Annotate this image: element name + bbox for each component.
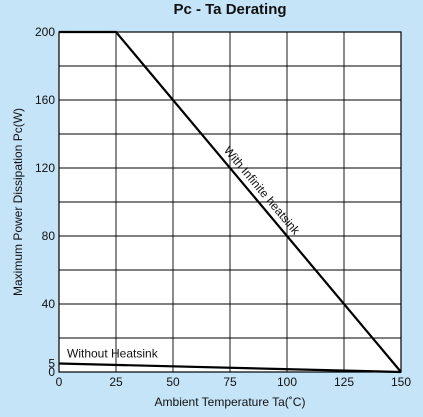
x-tick-label: 50 <box>166 375 180 389</box>
series <box>58 30 402 374</box>
x-axis-label: Ambient Temperature Ta(˚C) <box>155 395 306 409</box>
y-tick-label: 80 <box>42 229 56 243</box>
y-axis-label: Maximum Power Dissipation Pc(W) <box>11 108 25 296</box>
series-label-without-heatsink: Without Heatsink <box>67 347 159 361</box>
x-tick-label: 100 <box>277 375 297 389</box>
y-tick-label: 0 <box>48 365 55 379</box>
x-tick-label: 0 <box>56 375 63 389</box>
y-tick-labels: 05 40 80 120 160 200 <box>35 25 55 379</box>
x-tick-label: 125 <box>334 375 354 389</box>
series-line-0 <box>59 30 402 373</box>
y-tick-label: 200 <box>35 25 55 39</box>
series-line-1 <box>58 362 402 374</box>
y-tick-label: 160 <box>35 93 55 107</box>
chart-title: Pc - Ta Derating <box>173 1 286 18</box>
y-tick-label: 120 <box>35 161 55 175</box>
x-tick-label: 75 <box>223 375 237 389</box>
x-tick-label: 25 <box>109 375 123 389</box>
x-tick-labels: 0 25 50 75 100 125 150 <box>56 375 412 389</box>
x-tick-label: 150 <box>391 375 411 389</box>
y-tick-label: 5 <box>48 357 55 371</box>
y-tick-label: 40 <box>42 297 56 311</box>
